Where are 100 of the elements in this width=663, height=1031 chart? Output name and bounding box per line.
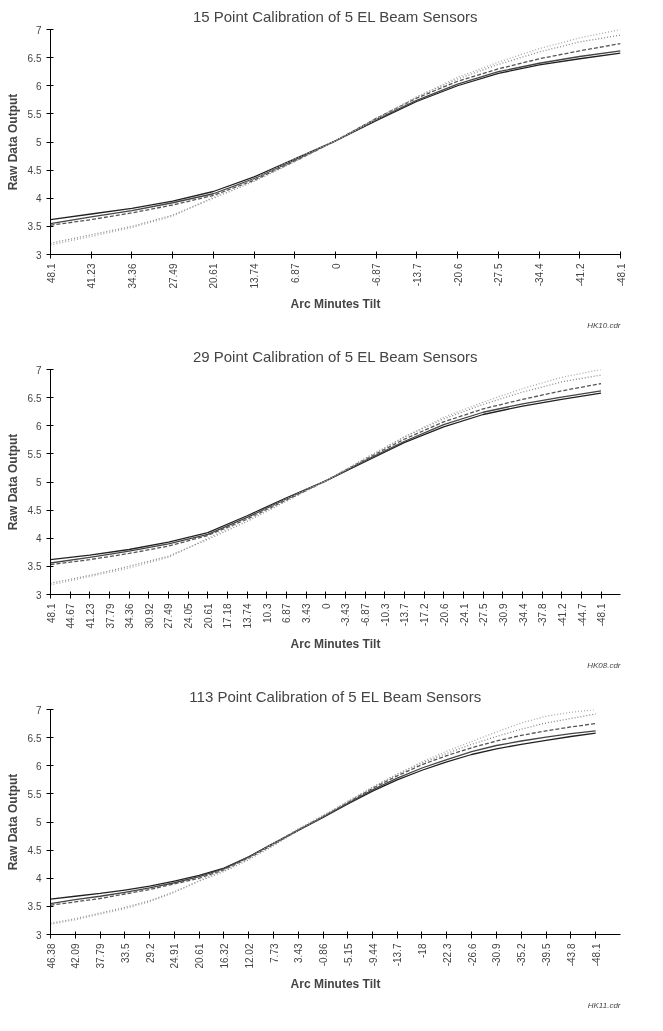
- y-tick-label: 7: [35, 24, 42, 36]
- chart-title: 29 Point Calibration of 5 EL Beam Sensors: [192, 347, 478, 365]
- x-tick-label: 41.23: [86, 263, 98, 289]
- chart-title: 15 Point Calibration of 5 EL Beam Sensors: [192, 7, 478, 25]
- y-tick-label: 4: [35, 193, 42, 205]
- x-tick-label: -5.15: [342, 943, 354, 967]
- y-tick-label: 4.5: [27, 505, 42, 517]
- x-tick-label: 46.38: [45, 943, 57, 969]
- x-tick-label: -13.7: [399, 603, 411, 627]
- y-tick-label: 3.5: [27, 561, 42, 573]
- y-axis-title: Raw Data Output: [5, 433, 20, 531]
- x-tick-label: 37.79: [104, 603, 116, 629]
- y-tick-label: 3: [35, 249, 42, 261]
- x-tick-label: 20.61: [194, 943, 206, 969]
- x-tick-label: -20.6: [452, 263, 464, 287]
- x-tick-label: -30.9: [491, 943, 503, 967]
- x-tick-label: 27.49: [163, 603, 175, 629]
- x-tick-label: -48.1: [596, 603, 608, 627]
- y-tick-label: 7: [35, 704, 42, 716]
- x-tick-label: 3.43: [301, 603, 313, 623]
- x-tick-label: -43.8: [565, 943, 577, 967]
- x-tick-label: -41.2: [574, 263, 586, 287]
- x-tick-label: -44.7: [576, 603, 588, 627]
- x-tick-label: -35.2: [516, 943, 528, 967]
- x-tick-label: 0: [330, 263, 342, 270]
- text: HK10.cdr: [587, 320, 621, 330]
- y-tick-label: 5: [35, 137, 42, 148]
- y-axis-title: Raw Data Output: [5, 93, 20, 191]
- x-tick-label: -0.86: [318, 943, 330, 967]
- x-axis-title: Arc Minutes Tilt: [290, 296, 381, 311]
- x-tick-label: 29.2: [144, 943, 156, 963]
- x-tick-label: -17.2: [419, 603, 431, 627]
- x-tick-label: -9.44: [367, 943, 379, 967]
- x-tick-label: 7.73: [268, 943, 280, 963]
- x-tick-label: 24.05: [183, 603, 195, 629]
- chart-title: 113 Point Calibration of 5 EL Beam Sensors: [189, 687, 482, 705]
- y-tick-label: 6: [35, 760, 42, 772]
- x-tick-label: 33.5: [119, 943, 131, 963]
- text: HK08.cdr: [587, 660, 621, 670]
- x-tick-label: 13.74: [242, 603, 254, 629]
- y-tick-label: 3.5: [27, 221, 42, 233]
- x-tick-label: -13.7: [392, 943, 404, 967]
- x-tick-label: -30.9: [497, 603, 509, 627]
- x-tick-label: 48.1: [45, 263, 57, 283]
- x-tick-label: -6.87: [371, 263, 383, 287]
- x-tick-label: 27.49: [167, 263, 179, 289]
- x-tick-label: 34.36: [124, 603, 136, 629]
- y-tick-label: 3: [35, 929, 42, 941]
- x-tick-label: 48.1: [45, 603, 57, 623]
- y-tick-label: 6.5: [27, 52, 42, 64]
- x-tick-label: -34.4: [517, 603, 529, 627]
- x-tick-label: 34.36: [126, 263, 138, 289]
- x-tick-label: -22.3: [441, 943, 453, 967]
- x-axis-title: Arc Minutes Tilt: [290, 636, 381, 651]
- y-tick-label: 6.5: [27, 392, 42, 404]
- y-tick-label: 4.5: [27, 165, 42, 177]
- x-tick-label: 41.23: [84, 603, 96, 629]
- y-tick-label: 3.5: [27, 901, 42, 913]
- x-tick-label: -24.1: [458, 603, 470, 627]
- text: HK11.cdr: [587, 1000, 621, 1010]
- x-tick-label: -26.6: [466, 943, 478, 967]
- x-tick-label: 6.87: [281, 603, 293, 623]
- x-axis-title: Arc Minutes Tilt: [290, 976, 381, 991]
- x-tick-label: 37.79: [95, 943, 107, 969]
- x-tick-label: 20.61: [202, 603, 214, 629]
- y-tick-label: 4: [35, 533, 42, 545]
- y-tick-label: 7: [35, 364, 42, 376]
- x-tick-label: 6.87: [289, 263, 301, 283]
- x-tick-label: -34.4: [534, 263, 546, 287]
- y-tick-label: 5: [35, 817, 42, 828]
- x-tick-label: -13.7: [411, 263, 423, 287]
- y-tick-label: 6.5: [27, 732, 42, 744]
- x-tick-label: 12.02: [243, 943, 255, 969]
- y-tick-label: 6: [35, 420, 42, 432]
- x-tick-label: 0: [320, 603, 332, 610]
- y-tick-label: 5.5: [27, 788, 42, 800]
- y-axis-title: Raw Data Output: [5, 773, 20, 871]
- x-tick-label: 13.74: [249, 263, 261, 289]
- x-tick-label: -18: [417, 943, 428, 958]
- x-tick-label: -39.5: [541, 943, 553, 967]
- x-tick-label: -6.87: [360, 603, 372, 627]
- x-tick-label: 30.92: [143, 603, 155, 629]
- x-tick-label: 17.18: [222, 603, 234, 629]
- x-tick-label: -3.43: [340, 603, 352, 627]
- x-tick-label: 44.67: [65, 603, 77, 629]
- x-tick-label: 20.61: [208, 263, 220, 289]
- y-tick-label: 5.5: [27, 108, 42, 120]
- x-tick-label: 3.43: [293, 943, 305, 963]
- x-tick-label: -37.8: [537, 603, 549, 627]
- y-tick-label: 5: [35, 477, 42, 488]
- x-tick-label: -10.3: [379, 603, 391, 627]
- x-tick-label: -48.1: [590, 943, 602, 967]
- y-tick-label: 6: [35, 80, 42, 92]
- x-tick-label: -27.5: [478, 603, 490, 627]
- y-tick-label: 5.5: [27, 448, 42, 460]
- x-tick-label: 42.09: [70, 943, 82, 969]
- y-tick-label: 3: [35, 589, 42, 601]
- y-tick-label: 4.5: [27, 845, 42, 857]
- x-tick-label: -41.2: [556, 603, 568, 627]
- x-tick-label: 10.3: [261, 603, 273, 623]
